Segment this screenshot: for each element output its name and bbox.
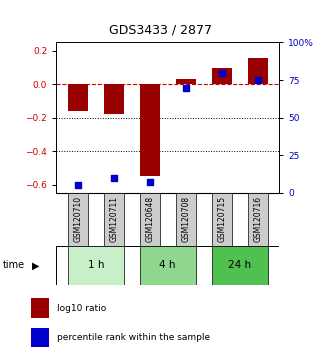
Bar [104, 193, 124, 246]
Text: ▶: ▶ [31, 261, 39, 270]
Bar [212, 246, 268, 285]
Point [255, 77, 260, 83]
Text: GSM120648: GSM120648 [145, 195, 154, 242]
Bar [176, 193, 195, 246]
Bar [31, 328, 49, 348]
Text: GDS3433 / 2877: GDS3433 / 2877 [109, 23, 212, 36]
Bar [31, 298, 49, 318]
Point [111, 175, 116, 181]
Bar [212, 193, 231, 246]
Bar [140, 193, 160, 246]
Point [147, 179, 152, 185]
Text: GSM120710: GSM120710 [73, 195, 82, 242]
Text: log10 ratio: log10 ratio [57, 304, 107, 313]
Text: GSM120708: GSM120708 [181, 195, 190, 242]
Bar [176, 79, 195, 84]
Bar [212, 68, 231, 84]
Point [219, 70, 224, 75]
Text: percentile rank within the sample: percentile rank within the sample [57, 333, 211, 342]
Bar [248, 193, 268, 246]
Bar [248, 58, 268, 84]
Text: GSM120715: GSM120715 [217, 195, 226, 242]
Bar [68, 193, 88, 246]
Text: 4 h: 4 h [160, 261, 176, 270]
Text: 24 h: 24 h [228, 261, 251, 270]
Bar [68, 84, 88, 111]
Point [183, 85, 188, 91]
Point [75, 183, 80, 188]
Bar [140, 84, 160, 176]
Text: 1 h: 1 h [88, 261, 104, 270]
Bar [68, 246, 124, 285]
Text: GSM120716: GSM120716 [253, 195, 262, 242]
Text: time: time [3, 261, 25, 270]
Text: GSM120711: GSM120711 [109, 195, 118, 241]
Bar [104, 84, 124, 114]
Bar [140, 246, 195, 285]
